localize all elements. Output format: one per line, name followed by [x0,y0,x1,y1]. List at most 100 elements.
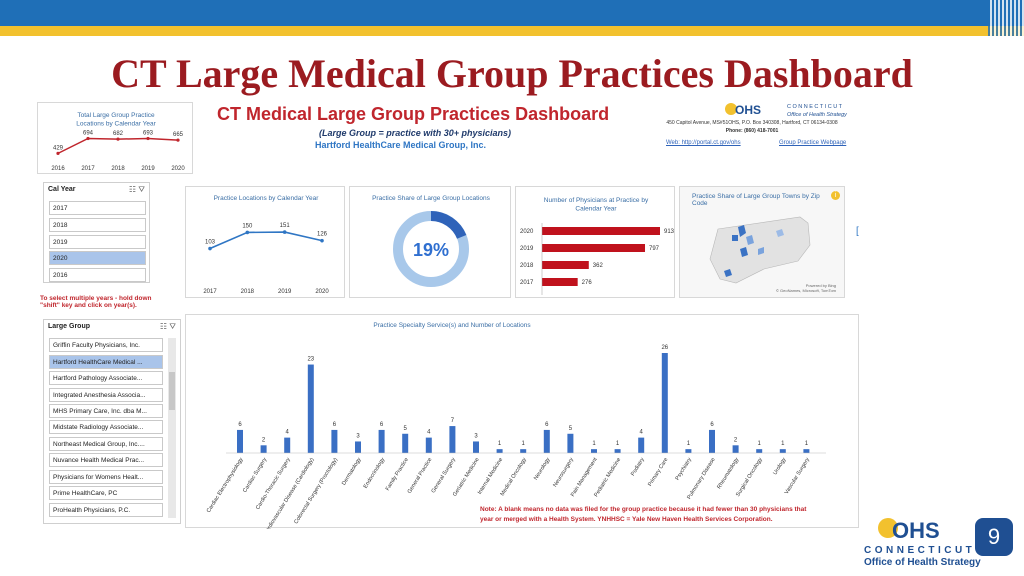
ohs-sun-icon [725,103,737,115]
large-group-item[interactable]: Physicians for Womens Healt... [49,470,163,484]
x-tick-label: General Surgery [431,457,458,495]
large-group-item[interactable]: Integrated Anesthesia Associa... [49,388,163,402]
large-group-item[interactable]: ProHealth Physicians, P.C. [49,503,163,517]
bar [591,449,597,453]
large-group-item[interactable]: Northeast Medical Group, Inc.... [49,437,163,451]
data-point [86,136,90,141]
bar [402,433,409,453]
bar [542,244,646,252]
side-bracket-icon: [ [856,226,859,237]
x-tick-label: Internal Medicine [477,457,504,496]
ohs-web-link[interactable]: Web: http://portal.ct.gov/ohs [666,140,741,146]
large-group-item[interactable]: Hartford Pathology Associate... [49,371,163,385]
cal-year-slicer-header: Cal Year [48,186,76,193]
data-label: 2 [262,437,266,443]
scrollbar-thumb[interactable] [169,372,175,410]
footnote-line-1: Note: A blank means no data was filed fo… [480,506,807,513]
cal-year-item[interactable]: 2016 [49,268,146,282]
bar [779,449,786,453]
cal-year-item[interactable]: 2018 [49,218,146,232]
bar [496,449,503,453]
bar [378,429,385,453]
data-label: 7 [451,418,455,424]
data-label: 151 [280,223,291,229]
ohs-footer-line2: Office of Health Strategy [864,557,981,568]
data-label: 6 [333,422,337,428]
x-tick-label: Pediatric Medicine [593,457,622,498]
ohs-small-line1: CONNECTICUT [787,104,844,110]
chart-title: Practice Specialty Service(s) and Number… [373,322,531,329]
bar [542,227,660,235]
ohs-sun-icon [878,518,898,538]
chart-title: Practice Share of Large Group Locations [372,195,491,202]
x-tick-label: Urology [772,457,787,476]
data-label: 5 [569,426,573,432]
x-tick-label: 2018 [111,166,125,172]
bar [614,449,621,453]
large-group-item[interactable]: Nuvance Health Medical Prac... [49,453,163,467]
footnote-line-2: year or merged with a Health System. YNH… [480,516,773,523]
x-tick-label: Rheumatology [716,457,740,490]
zip-highlight [758,247,764,255]
data-point [116,137,120,141]
x-tick-label: Cardiac Electrophysiology [206,457,245,514]
large-group-scrollbar[interactable] [168,338,176,518]
data-label: 1 [781,441,785,447]
data-label: 23 [307,357,314,363]
zip-highlight [738,225,746,237]
data-point [320,238,324,243]
data-label: 5 [404,426,408,432]
large-group-slicer: Large Group ☷ ⛛ Griffin Faculty Physicia… [43,319,181,524]
data-point [56,151,60,155]
ohs-footer-logo: OHS [878,518,940,543]
x-tick-label: General Practice [407,457,434,495]
chart-title: Calendar Year [575,206,617,213]
data-label: 6 [380,422,384,428]
slicer-multiselect-clear-icons[interactable]: ☷ ⛛ [159,322,176,331]
x-tick-label: 2020 [171,166,185,172]
group-practice-webpage-link[interactable]: Group Practice Webpage [779,140,847,146]
cal-year-slicer: Cal Year ☷ ⛛ 2017 2018 2019 2020 2016 [43,182,150,283]
locations-by-year-card: Practice Locations by Calendar Year 103 20… [185,186,345,298]
dashboard-group-name: Hartford HealthCare Medical Group, Inc. [315,140,487,150]
cal-year-item[interactable]: 2017 [49,201,146,215]
x-tick-label: 2016 [51,166,65,172]
y-tick-label: 2017 [520,280,534,286]
series-line [209,231,323,250]
large-group-item[interactable]: Midstate Radiology Associate... [49,420,163,434]
ohs-logo-small: OHS CONNECTICUT Office of Health Strateg… [725,103,848,118]
x-tick-label: 2017 [203,289,217,295]
zip-highlight [732,235,738,241]
cal-year-item[interactable]: 2019 [49,235,146,249]
large-group-item[interactable]: Griffin Faculty Physicians, Inc. [49,338,163,352]
x-tick-label: Cardiac Surgery [242,457,268,494]
dashboard-subtitle: (Large Group = practice with 30+ physici… [319,128,512,138]
large-group-item[interactable]: Prime HealthCare, PC [49,486,163,500]
x-tick-label: 2019 [278,289,292,295]
bar [661,353,668,453]
y-tick-label: 2020 [520,229,534,235]
ct-map[interactable] [680,187,846,299]
data-label: 1 [758,441,762,447]
data-point [245,230,250,235]
cal-year-item-selected[interactable]: 2020 [49,251,146,265]
bar [284,437,291,453]
bar [307,364,314,453]
info-icon[interactable]: i [831,191,840,200]
large-group-item[interactable]: MHS Primary Care, Inc. dba M... [49,404,163,418]
data-label: 1 [522,441,526,447]
x-tick-label: Vascular Surgery [784,457,811,496]
page-number-badge: 9 [975,518,1013,556]
bar [425,437,432,453]
zip-highlight [740,247,748,257]
slicer-multiselect-clear-icons[interactable]: ☷ ⛛ [128,185,145,194]
zip-highlight [776,229,784,237]
ohs-address: 450 Capitol Avenue, MS#51OHS, P.O. Box 3… [666,120,838,126]
data-point [208,246,212,251]
dashboard: Total Large Group Practice Locations by C… [37,100,859,536]
chart-title: Practice Locations by Calendar Year [214,195,320,202]
x-tick-label: Endocrinology [363,457,387,490]
large-group-item-selected[interactable]: Hartford HealthCare Medical ... [49,355,163,369]
header-blue-band [0,0,1024,26]
data-label: 362 [593,263,604,269]
